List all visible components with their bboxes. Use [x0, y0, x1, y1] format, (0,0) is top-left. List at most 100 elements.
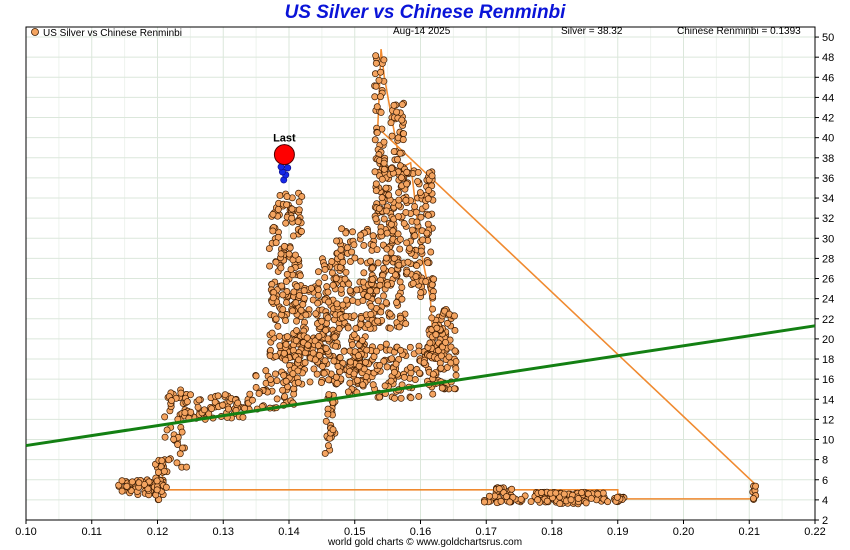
data-point: [314, 342, 322, 350]
data-point: [314, 286, 322, 293]
data-point: [225, 405, 232, 413]
data-point: [369, 264, 376, 272]
data-point: [266, 352, 274, 360]
data-point: [416, 189, 424, 196]
data-point: [316, 352, 323, 359]
y-tick-label: 48: [822, 52, 834, 64]
data-point: [299, 301, 307, 308]
data-point: [377, 68, 385, 76]
data-point: [380, 138, 388, 146]
data-point: [208, 405, 216, 413]
data-point: [165, 456, 173, 464]
data-point: [445, 353, 453, 361]
data-point: [154, 468, 162, 476]
last-point-layer: Last: [273, 133, 296, 166]
data-point: [495, 485, 503, 493]
y-tick-label: 2: [822, 515, 828, 527]
data-point: [288, 205, 296, 213]
data-point: [397, 314, 405, 322]
data-point: [366, 287, 374, 295]
y-tick-label: 28: [822, 253, 834, 265]
data-point: [170, 435, 178, 443]
data-point: [349, 297, 357, 305]
data-point: [534, 496, 542, 504]
data-point: [318, 317, 326, 325]
data-point: [187, 408, 195, 416]
data-point: [393, 108, 401, 116]
data-point: [214, 392, 222, 400]
data-point: [300, 287, 308, 295]
data-point: [294, 379, 302, 387]
data-point: [543, 497, 551, 505]
data-point: [337, 285, 345, 293]
data-point: [281, 393, 289, 401]
data-point: [416, 369, 423, 377]
data-point: [324, 335, 332, 343]
data-point: [269, 227, 277, 235]
data-point: [749, 494, 757, 502]
x-tick-label: 0.18: [541, 526, 562, 538]
data-point: [403, 168, 411, 176]
data-point: [330, 357, 338, 365]
data-point: [372, 180, 380, 188]
data-point: [328, 258, 336, 265]
x-tick-label: 0.20: [673, 526, 694, 538]
data-point: [381, 382, 389, 390]
data-point: [350, 241, 358, 249]
data-point: [153, 486, 161, 494]
data-point: [255, 390, 263, 397]
data-point: [447, 359, 455, 367]
data-point: [221, 391, 229, 399]
data-point: [412, 208, 420, 216]
y-tick-label: 24: [822, 294, 834, 306]
data-point: [556, 500, 564, 508]
data-point: [391, 394, 399, 402]
data-point: [293, 327, 300, 334]
data-point: [281, 242, 288, 250]
x-tick-label: 0.16: [410, 526, 431, 538]
data-point: [312, 310, 320, 318]
data-point: [296, 272, 304, 280]
data-point: [362, 358, 370, 366]
y-axis-ticks: 2468101214161820222426283032343638404244…: [815, 32, 834, 527]
y-tick-label: 46: [822, 72, 834, 84]
data-point: [334, 362, 342, 370]
data-point: [375, 205, 383, 213]
data-point: [315, 268, 322, 276]
renminbi-readout: Chinese Renminbi = 0.1393: [677, 26, 801, 37]
data-point: [291, 251, 299, 259]
data-point: [174, 441, 182, 448]
data-points: [115, 52, 760, 508]
data-point: [452, 371, 460, 379]
data-point: [443, 319, 451, 327]
data-point: [357, 320, 365, 328]
data-point: [246, 390, 254, 398]
data-point: [183, 398, 191, 406]
legend-label: US Silver vs Chinese Renminbi: [43, 28, 182, 39]
data-point: [369, 381, 377, 389]
date-readout: Aug-14 2025: [393, 26, 451, 37]
data-point: [144, 485, 152, 493]
y-tick-label: 40: [822, 133, 834, 145]
y-tick-label: 36: [822, 173, 834, 185]
data-point: [355, 362, 363, 370]
data-point: [357, 231, 365, 239]
plot-border: [25, 26, 816, 521]
data-point: [396, 245, 404, 253]
data-point: [345, 280, 353, 288]
data-point: [417, 247, 425, 255]
data-point: [333, 300, 341, 308]
data-point: [752, 482, 760, 490]
data-point: [437, 352, 445, 360]
data-point: [373, 103, 381, 111]
y-tick-label: 44: [822, 92, 834, 104]
data-point: [371, 168, 379, 176]
data-point: [285, 250, 293, 258]
data-point: [282, 219, 290, 227]
data-point: [390, 254, 398, 262]
data-point: [385, 191, 393, 199]
data-point: [315, 332, 323, 340]
data-point: [392, 360, 400, 368]
data-point: [386, 324, 394, 332]
data-point: [161, 413, 169, 421]
